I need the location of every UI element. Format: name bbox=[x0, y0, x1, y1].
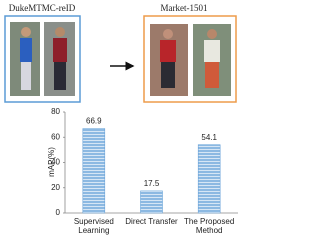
person bbox=[20, 38, 32, 62]
figure: DukeMTMC-reID Market-1501 mAP(%) 0 20 40 60… bbox=[4, 3, 238, 217]
x-tick-label: Supervised Learning bbox=[73, 217, 114, 235]
bar bbox=[197, 144, 221, 214]
target-label: Market-1501 bbox=[161, 3, 208, 13]
source-label: DukeMTMC-reID bbox=[9, 3, 76, 13]
person bbox=[53, 38, 67, 62]
source-box bbox=[4, 15, 81, 103]
value-label: 17.5 bbox=[144, 179, 160, 188]
person-head bbox=[163, 29, 173, 39]
person-head bbox=[21, 27, 31, 37]
y-tick-label: 40 bbox=[51, 158, 60, 167]
person-head bbox=[55, 27, 65, 37]
person bbox=[160, 40, 176, 62]
y-tick-label: 60 bbox=[51, 132, 60, 141]
bar bbox=[140, 190, 163, 214]
person bbox=[204, 40, 220, 62]
person-legs bbox=[54, 62, 66, 90]
y-axis-label: mAP(%) bbox=[47, 147, 56, 177]
target-box bbox=[143, 15, 237, 103]
y-tick-label: 80 bbox=[51, 107, 60, 116]
y-tick-label: 0 bbox=[56, 208, 61, 217]
person-head bbox=[207, 29, 217, 39]
person-legs bbox=[205, 62, 219, 88]
x-tick-label: The Proposed Method bbox=[184, 217, 235, 235]
y-tick-label: 20 bbox=[51, 183, 60, 192]
page: DukeMTMC-reID Market-1501 mAP(%) 0 20 40 60… bbox=[4, 3, 238, 235]
person-legs bbox=[161, 62, 175, 88]
bar bbox=[82, 128, 106, 214]
x-tick-label: Direct Transfer bbox=[125, 217, 178, 226]
value-label: 54.1 bbox=[201, 133, 217, 142]
value-label: 66.9 bbox=[86, 117, 102, 126]
person-legs bbox=[21, 62, 31, 90]
